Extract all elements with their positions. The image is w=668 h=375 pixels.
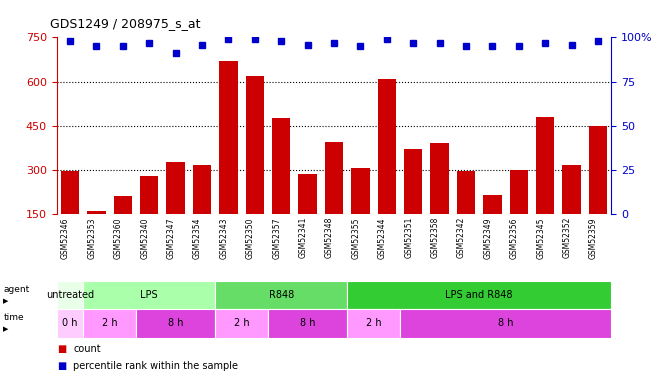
Bar <box>457 171 475 258</box>
Bar <box>510 170 528 258</box>
Text: GSM52341: GSM52341 <box>299 217 307 258</box>
Text: GSM52346: GSM52346 <box>61 217 70 259</box>
Text: GSM52347: GSM52347 <box>166 217 176 259</box>
Text: GSM52349: GSM52349 <box>484 217 492 259</box>
Text: GSM52344: GSM52344 <box>378 217 387 259</box>
Bar <box>430 143 449 258</box>
Bar <box>61 171 79 258</box>
Text: GSM52345: GSM52345 <box>536 217 545 259</box>
Text: 8 h: 8 h <box>168 318 183 328</box>
Text: GSM52360: GSM52360 <box>114 217 123 259</box>
Text: 2 h: 2 h <box>102 318 118 328</box>
Text: GSM52359: GSM52359 <box>589 217 598 259</box>
Bar <box>246 76 264 258</box>
Text: GSM52340: GSM52340 <box>140 217 149 259</box>
Bar <box>325 142 343 258</box>
Bar <box>351 168 369 258</box>
Bar <box>87 211 106 258</box>
Text: untreated: untreated <box>46 290 94 300</box>
Bar <box>166 162 185 258</box>
Bar <box>272 118 291 258</box>
Text: GSM52358: GSM52358 <box>431 217 440 258</box>
Text: ■: ■ <box>57 361 66 370</box>
Text: 2 h: 2 h <box>366 318 381 328</box>
Text: GDS1249 / 208975_s_at: GDS1249 / 208975_s_at <box>50 17 200 30</box>
Text: ▶: ▶ <box>3 298 9 304</box>
Text: GSM52350: GSM52350 <box>246 217 255 259</box>
Text: LPS and R848: LPS and R848 <box>446 290 513 300</box>
Text: GSM52357: GSM52357 <box>272 217 281 259</box>
Text: GSM52353: GSM52353 <box>88 217 96 259</box>
Text: GSM52342: GSM52342 <box>457 217 466 258</box>
Text: GSM52355: GSM52355 <box>351 217 361 259</box>
Bar <box>219 61 238 258</box>
Text: GSM52343: GSM52343 <box>219 217 228 259</box>
Text: ▶: ▶ <box>3 327 9 333</box>
Bar <box>114 196 132 258</box>
Bar <box>377 79 396 258</box>
Text: 0 h: 0 h <box>62 318 77 328</box>
Bar <box>404 149 422 258</box>
Bar <box>562 165 581 258</box>
Text: count: count <box>73 344 101 354</box>
Text: 8 h: 8 h <box>498 318 514 328</box>
Text: 2 h: 2 h <box>234 318 249 328</box>
Bar <box>193 165 211 258</box>
Bar <box>299 174 317 258</box>
Text: percentile rank within the sample: percentile rank within the sample <box>73 361 238 370</box>
Text: agent: agent <box>3 285 29 294</box>
Text: GSM52351: GSM52351 <box>404 217 413 258</box>
Bar <box>140 176 158 258</box>
Text: GSM52354: GSM52354 <box>193 217 202 259</box>
Bar <box>589 126 607 258</box>
Text: GSM52352: GSM52352 <box>562 217 572 258</box>
Text: LPS: LPS <box>140 290 158 300</box>
Text: 8 h: 8 h <box>300 318 315 328</box>
Text: R848: R848 <box>269 290 294 300</box>
Text: time: time <box>3 314 24 322</box>
Bar <box>536 117 554 258</box>
Text: ■: ■ <box>57 344 66 354</box>
Text: GSM52348: GSM52348 <box>325 217 334 258</box>
Bar <box>483 195 502 258</box>
Text: GSM52356: GSM52356 <box>510 217 519 259</box>
